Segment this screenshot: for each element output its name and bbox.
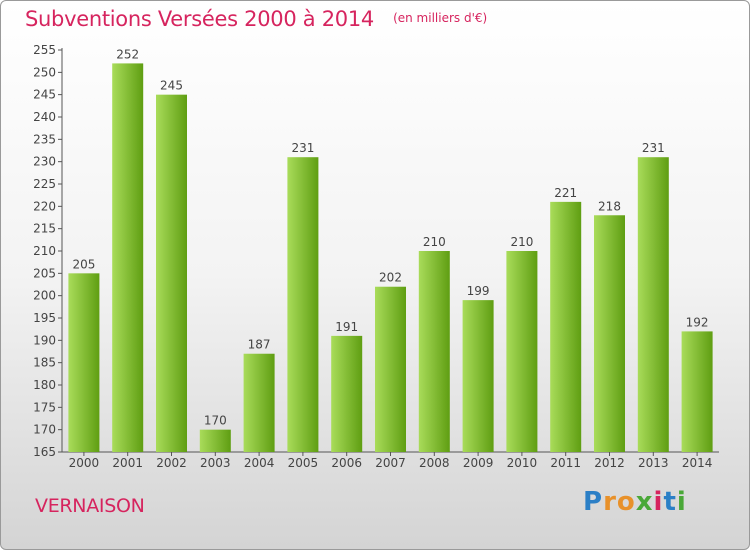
bar-value-label: 170 — [204, 414, 227, 428]
y-tick-label: 195 — [33, 311, 56, 325]
bar — [375, 286, 406, 452]
bar — [506, 251, 538, 452]
y-tick-label: 225 — [33, 177, 56, 191]
chart-unit: (en milliers d'€) — [393, 11, 488, 25]
chart-title: Subventions Versées 2000 à 2014 — [25, 7, 374, 31]
bar-value-label: 231 — [291, 141, 314, 155]
bar-value-label: 192 — [686, 315, 709, 329]
y-tick-label: 205 — [33, 266, 56, 280]
commune-name: VERNAISON — [35, 495, 145, 517]
proxiti-logo: Proxiti — [583, 487, 687, 517]
title-row: Subventions Versées 2000 à 2014 (en mill… — [25, 7, 487, 31]
y-tick-label: 250 — [33, 65, 56, 79]
bar — [243, 353, 275, 452]
bar — [637, 157, 669, 452]
logo-letter: i — [653, 487, 664, 517]
bar — [594, 215, 625, 452]
y-tick-label: 175 — [33, 400, 56, 414]
y-tick-label: 180 — [33, 378, 56, 392]
x-tick-label: 2006 — [331, 456, 362, 470]
bar-value-label: 231 — [642, 141, 665, 155]
y-tick-label: 210 — [33, 244, 56, 258]
bar — [550, 201, 582, 452]
x-tick-label: 2013 — [638, 456, 669, 470]
logo-letter: r — [603, 487, 617, 517]
y-tick-label: 255 — [33, 43, 56, 57]
bar-value-label: 252 — [116, 47, 139, 61]
x-tick-label: 2000 — [69, 456, 100, 470]
x-tick-label: 2005 — [288, 456, 319, 470]
y-tick-label: 245 — [33, 88, 56, 102]
x-tick-label: 2010 — [507, 456, 538, 470]
logo-letter: o — [616, 487, 636, 517]
y-tick-label: 190 — [33, 333, 56, 347]
logo-letter: x — [635, 487, 654, 517]
x-tick-label: 2012 — [594, 456, 625, 470]
bar — [418, 251, 450, 452]
y-tick-label: 185 — [33, 356, 56, 370]
bar-value-label: 221 — [554, 186, 577, 200]
bar-value-label: 202 — [379, 271, 402, 285]
bar — [681, 331, 713, 452]
y-tick-label: 220 — [33, 199, 56, 213]
x-tick-label: 2001 — [112, 456, 143, 470]
y-tick-label: 235 — [33, 132, 56, 146]
bar — [156, 94, 187, 453]
y-tick-label: 200 — [33, 289, 56, 303]
y-tick-label: 165 — [33, 445, 56, 459]
y-tick-label: 215 — [33, 222, 56, 236]
x-tick-label: 2014 — [682, 456, 713, 470]
logo-letter: P — [583, 487, 604, 517]
bar-value-label: 199 — [467, 284, 490, 298]
bar — [112, 63, 144, 453]
bar — [287, 157, 319, 452]
x-tick-label: 2008 — [419, 456, 450, 470]
bar — [199, 429, 231, 452]
bar-value-label: 210 — [423, 235, 446, 249]
x-tick-label: 2002 — [156, 456, 187, 470]
bar — [68, 273, 100, 452]
bar-value-label: 191 — [335, 320, 358, 334]
x-tick-label: 2011 — [550, 456, 581, 470]
logo-letter: t — [663, 487, 677, 517]
x-tick-label: 2004 — [244, 456, 275, 470]
bar-value-label: 245 — [160, 79, 183, 93]
y-tick-label: 240 — [33, 110, 56, 124]
bar — [462, 300, 494, 452]
bar — [331, 335, 363, 452]
x-tick-label: 2003 — [200, 456, 231, 470]
bar-value-label: 187 — [248, 338, 271, 352]
logo-letter: i — [676, 487, 687, 517]
y-tick-label: 170 — [33, 423, 56, 437]
x-tick-label: 2009 — [463, 456, 494, 470]
x-tick-label: 2007 — [375, 456, 406, 470]
bar-value-label: 218 — [598, 199, 621, 213]
bar-value-label: 205 — [72, 257, 95, 271]
bar-value-label: 210 — [510, 235, 533, 249]
y-tick-label: 230 — [33, 155, 56, 169]
